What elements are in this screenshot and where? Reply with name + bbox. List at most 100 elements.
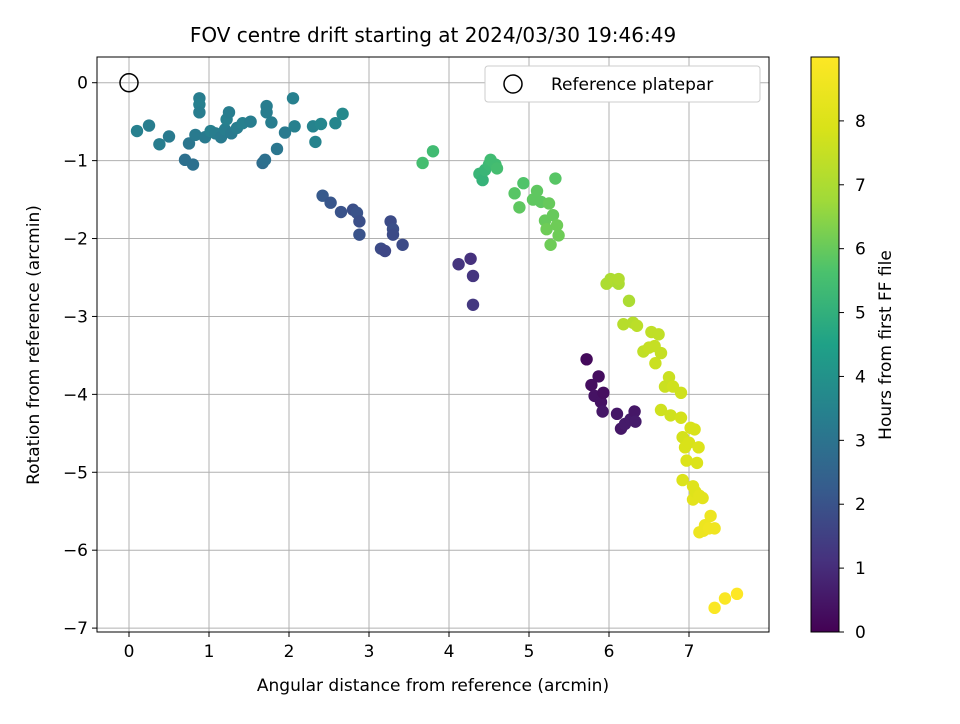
data-points	[130, 92, 744, 615]
data-point	[316, 189, 329, 202]
y-tick-label: −1	[63, 152, 88, 172]
data-point	[549, 172, 562, 185]
y-tick-label: 0	[77, 74, 88, 94]
x-tick-label: 3	[364, 642, 375, 662]
y-tick-label: −6	[63, 541, 88, 561]
data-point	[544, 238, 557, 251]
data-point	[662, 371, 676, 384]
data-point	[674, 386, 688, 400]
colorbar-tick-label: 7	[855, 176, 866, 196]
data-point	[688, 423, 701, 436]
data-point	[690, 456, 704, 470]
y-tick-label: −3	[63, 307, 88, 327]
data-point	[585, 378, 598, 392]
data-point	[260, 106, 273, 119]
data-point	[466, 269, 480, 283]
data-point	[476, 173, 489, 187]
data-point	[580, 353, 593, 366]
chart-title: FOV centre drift starting at 2024/03/30 …	[190, 23, 676, 47]
data-point	[708, 601, 721, 615]
data-point	[258, 153, 272, 167]
data-point	[334, 205, 348, 219]
data-point	[452, 258, 465, 271]
data-point	[386, 228, 400, 241]
data-point	[654, 403, 668, 417]
data-point	[353, 228, 366, 241]
data-point	[286, 92, 300, 105]
x-tick-label: 6	[604, 642, 615, 662]
data-point	[617, 318, 630, 331]
data-point	[610, 407, 624, 421]
data-point	[730, 587, 744, 601]
data-point	[622, 294, 636, 308]
legend: Reference platepar	[484, 65, 761, 103]
data-point	[324, 196, 337, 209]
x-axis-ticks: 0 1 2 3 4 5 6 7	[124, 632, 695, 662]
data-point	[664, 409, 677, 422]
colorbar: 0 1 2 3 4 5 6 7 8 Hours from first FF file	[810, 56, 896, 643]
y-axis-label: Rotation from reference (arcmin)	[24, 205, 44, 485]
data-point	[542, 197, 556, 210]
data-point	[596, 405, 609, 418]
x-tick-label: 2	[284, 642, 295, 662]
data-point	[189, 128, 202, 142]
colorbar-tick-label: 2	[855, 495, 866, 515]
data-point	[329, 117, 342, 130]
y-tick-label: −7	[63, 619, 88, 639]
data-point	[704, 509, 717, 523]
data-point	[682, 436, 696, 449]
data-point	[708, 522, 721, 535]
data-point	[513, 201, 526, 214]
data-point	[680, 454, 693, 467]
x-tick-label: 5	[524, 642, 535, 662]
colorbar-tick-label: 6	[855, 240, 866, 260]
colorbar-tick-label: 3	[855, 431, 866, 451]
data-point	[222, 106, 236, 119]
colorbar-tick-label: 8	[855, 112, 866, 132]
data-point	[378, 244, 392, 258]
data-point	[186, 158, 200, 171]
legend-reference-marker	[503, 74, 523, 94]
x-tick-label: 4	[444, 642, 455, 662]
colorbar-label: Hours from first FF file	[876, 250, 896, 440]
data-point	[314, 117, 328, 131]
data-point	[288, 120, 301, 133]
y-tick-label: −4	[63, 385, 88, 405]
y-tick-label: −5	[63, 463, 88, 483]
data-point	[162, 130, 176, 143]
reference-marker	[119, 72, 139, 93]
data-point	[674, 411, 688, 424]
x-tick-label: 7	[684, 642, 695, 662]
data-point	[309, 135, 322, 149]
data-point	[612, 272, 625, 286]
data-point	[718, 592, 732, 605]
data-point	[517, 177, 530, 190]
data-point	[490, 162, 504, 175]
colorbar-tick-label: 5	[855, 304, 866, 324]
data-point	[396, 238, 409, 251]
data-point	[649, 356, 662, 370]
x-tick-label: 1	[204, 642, 215, 662]
data-point	[628, 405, 641, 418]
plot-area-frame	[96, 56, 770, 633]
data-point	[592, 370, 605, 383]
colorbar-ticks: 0 1 2 3 4 5 6 7 8	[839, 112, 866, 643]
data-point	[153, 138, 166, 151]
data-point	[278, 126, 292, 139]
data-point	[550, 219, 564, 232]
colorbar-tick-label: 0	[855, 623, 866, 643]
reference-point-marker	[119, 72, 139, 93]
grid-lines	[97, 57, 769, 632]
x-tick-label: 0	[124, 642, 135, 662]
data-point	[508, 187, 521, 200]
data-point	[552, 229, 565, 242]
data-point	[244, 115, 257, 128]
data-point	[546, 208, 560, 222]
data-point	[182, 137, 196, 150]
data-point	[594, 395, 608, 409]
data-point	[597, 386, 610, 400]
data-point	[692, 441, 705, 454]
data-point	[464, 252, 477, 265]
data-point	[336, 107, 349, 121]
